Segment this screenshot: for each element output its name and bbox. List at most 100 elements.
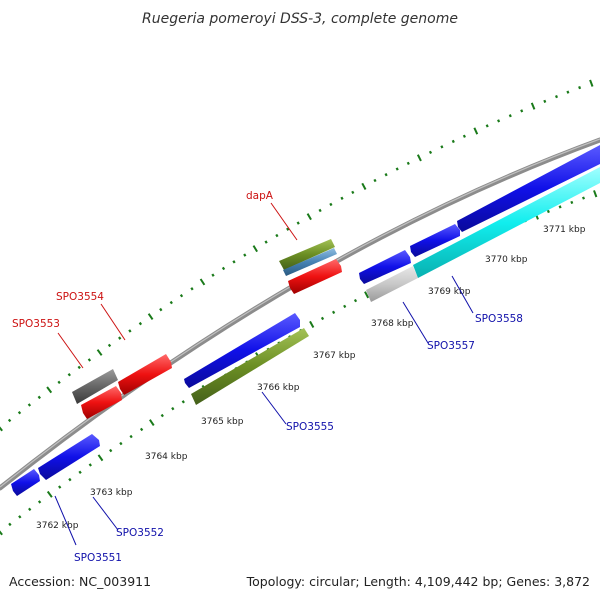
gene-arrow-spo3552[interactable]	[38, 434, 100, 480]
minor-tick	[138, 321, 143, 326]
minor-tick	[8, 522, 12, 527]
minor-tick	[87, 358, 92, 362]
leader-lines	[54, 202, 474, 546]
tick-label: 3765 kbp	[201, 417, 244, 427]
minor-tick	[27, 403, 32, 407]
feature-lightgray-spo3557[interactable]	[366, 266, 418, 302]
minor-tick	[37, 500, 42, 504]
major-tick	[593, 190, 598, 198]
gene-arrow-dapa[interactable]	[288, 259, 342, 294]
gene-labels: SPO3551 SPO3552 SPO3555 SPO3557 SPO3558 …	[12, 190, 523, 564]
topology-text: Topology: circular; Length: 4,109,442 bp…	[246, 574, 590, 589]
feature-track	[11, 145, 600, 496]
tick-label: 3769 kbp	[428, 287, 471, 297]
minor-tick	[566, 90, 570, 94]
gene-arrow-spo3551[interactable]	[11, 469, 40, 496]
minor-tick	[497, 119, 501, 123]
feature-olive-dapa[interactable]	[279, 239, 335, 270]
feature-cyan-spo3558[interactable]	[413, 167, 600, 278]
minor-tick	[546, 209, 550, 214]
feature-olive-spo3555[interactable]	[191, 328, 309, 405]
tick-label: 3768 kbp	[371, 319, 414, 329]
major-tick	[0, 426, 3, 432]
leader-line-spo3551	[54, 495, 77, 546]
tick-label: 3771 kbp	[543, 225, 586, 235]
minor-tick	[78, 470, 82, 474]
minor-tick	[107, 343, 112, 348]
minor-tick	[384, 173, 388, 177]
gene-arrow-spo3555[interactable]	[184, 313, 300, 388]
major-tick	[530, 102, 536, 110]
minor-tick	[118, 336, 122, 340]
leader-line-spo3553	[57, 332, 84, 369]
leader-line-spo3558	[451, 275, 474, 314]
major-tick	[416, 154, 422, 162]
gene-label-dapa[interactable]: dapA	[246, 190, 274, 202]
minor-tick	[543, 99, 547, 103]
minor-tick	[181, 400, 185, 404]
outer-tick-ring	[0, 79, 594, 432]
minor-tick	[264, 240, 268, 244]
gene-label-spo3554[interactable]: SPO3554	[56, 291, 104, 303]
major-tick	[361, 182, 367, 190]
leader-line-spo3554	[100, 303, 126, 341]
gene-arrow-spo3557[interactable]	[359, 250, 411, 284]
minor-tick	[139, 427, 144, 432]
major-tick	[306, 213, 312, 221]
minor-tick	[169, 300, 173, 305]
minor-tick	[221, 266, 226, 271]
major-tick	[97, 454, 104, 462]
minor-tick	[508, 114, 512, 118]
minor-tick	[373, 178, 377, 183]
gene-arrow-spo3553[interactable]	[81, 386, 122, 419]
tick-label: 3762 kbp	[36, 521, 79, 531]
minor-tick	[520, 109, 524, 113]
minor-tick	[340, 196, 344, 200]
major-tick	[364, 291, 370, 299]
minor-tick	[462, 134, 466, 138]
minor-tick	[554, 95, 559, 99]
gene-arrow-spo3554[interactable]	[118, 354, 172, 395]
minor-tick	[7, 418, 12, 423]
minor-tick	[68, 477, 72, 482]
minor-tick	[17, 410, 22, 415]
tick-label: 3770 kbp	[485, 255, 528, 265]
gene-label-spo3557[interactable]: SPO3557	[427, 340, 475, 352]
feature-gray-spo3553[interactable]	[72, 369, 118, 404]
major-tick	[96, 349, 103, 356]
major-tick	[252, 245, 258, 253]
minor-tick	[160, 413, 164, 418]
minor-tick	[578, 86, 582, 90]
minor-tick	[329, 202, 333, 207]
minor-tick	[57, 380, 61, 385]
minor-tick	[558, 205, 562, 209]
gene-arrow-spo3558[interactable]	[457, 145, 600, 232]
gene-label-spo3555[interactable]: SPO3555	[286, 421, 334, 433]
accession-text: Accession: NC_003911	[9, 574, 151, 589]
minor-tick	[451, 139, 455, 144]
gene-label-spo3551[interactable]: SPO3551	[74, 552, 122, 564]
gene-arrow-blue-3769[interactable]	[410, 224, 460, 257]
minor-tick	[343, 304, 347, 309]
minor-tick	[77, 365, 81, 370]
gene-label-spo3558[interactable]: SPO3558	[475, 313, 523, 325]
minor-tick	[485, 124, 489, 128]
minor-tick	[428, 150, 433, 155]
tick-label: 3764 kbp	[145, 452, 188, 462]
gene-label-spo3552[interactable]: SPO3552	[116, 527, 164, 539]
minor-tick	[58, 485, 62, 489]
feature-steel-dapa[interactable]	[283, 248, 337, 276]
map-title: Ruegeria pomeroyi DSS-3, complete genome	[142, 11, 458, 27]
minor-tick	[88, 463, 92, 467]
tick-label: 3763 kbp	[90, 488, 133, 498]
gene-label-spo3553[interactable]: SPO3553	[12, 318, 60, 330]
minor-tick	[129, 434, 133, 439]
minor-tick	[171, 406, 175, 411]
minor-tick	[128, 329, 132, 333]
minor-tick	[332, 310, 336, 315]
major-tick	[46, 386, 53, 394]
minor-tick	[67, 373, 71, 377]
minor-tick	[211, 273, 215, 277]
leader-line-dapa	[270, 202, 298, 241]
